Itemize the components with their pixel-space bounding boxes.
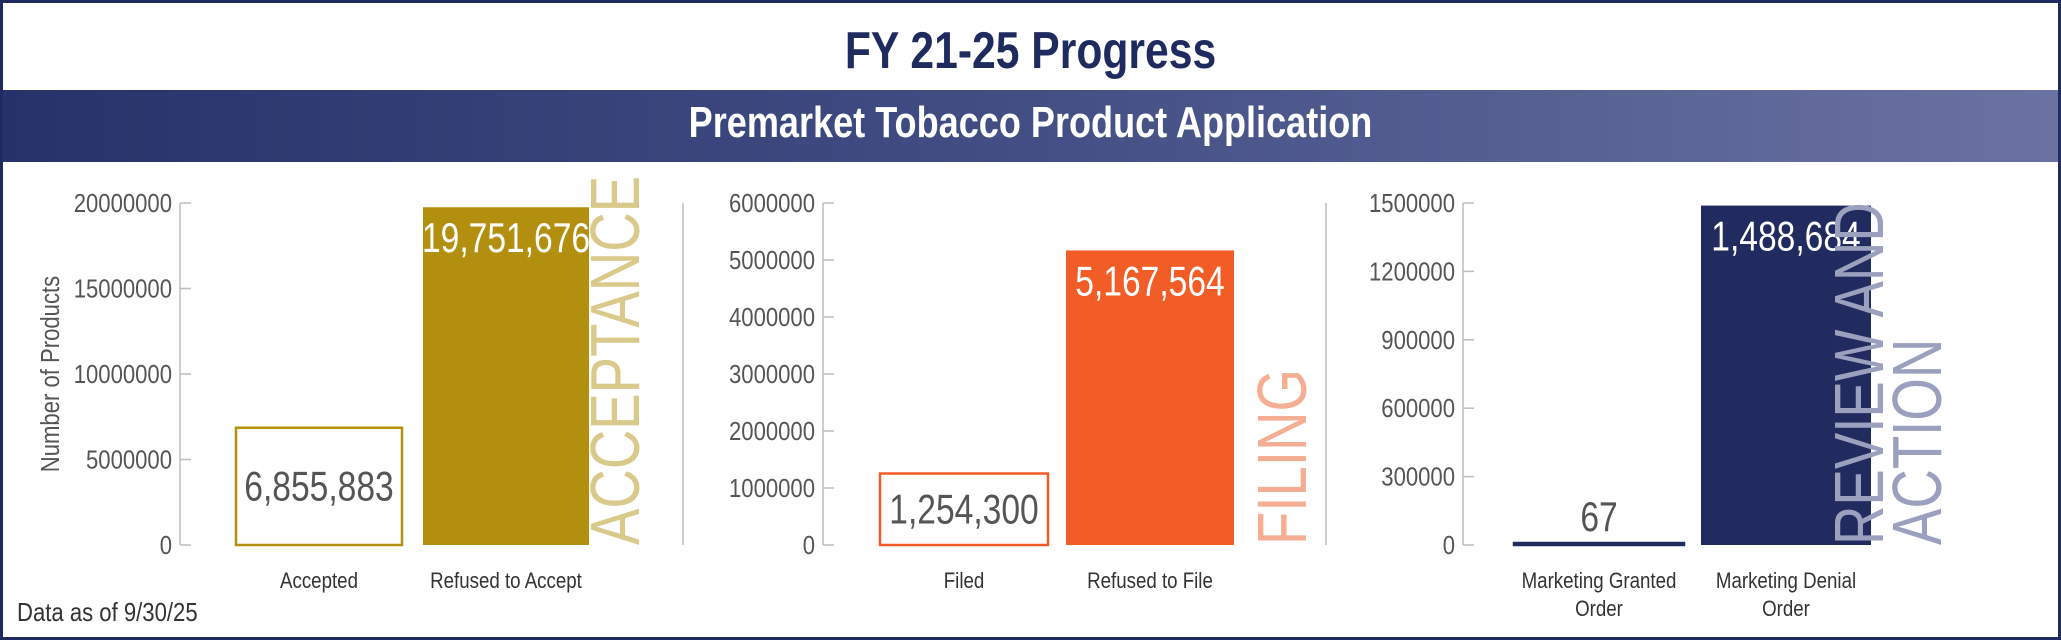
page-subtitle: Premarket Tobacco Product Application bbox=[688, 98, 1373, 147]
bar-filled bbox=[1066, 250, 1234, 545]
y-tick-label: 900000 bbox=[1381, 326, 1455, 355]
y-tick-label: 10000000 bbox=[74, 360, 172, 389]
page-title: FY 21-25 Progress bbox=[844, 22, 1217, 80]
y-tick-label: 6000000 bbox=[729, 189, 815, 218]
bar-filled bbox=[423, 207, 589, 545]
category-label: Filed bbox=[944, 570, 985, 594]
bar-outline bbox=[1512, 541, 1686, 547]
y-axis-title: Number of Products bbox=[36, 276, 65, 472]
y-tick-label: 0 bbox=[803, 531, 815, 560]
bar-outline bbox=[878, 472, 1050, 547]
y-tick-label: 2000000 bbox=[729, 417, 815, 446]
category-label: Order bbox=[1575, 598, 1623, 622]
y-tick-label: 300000 bbox=[1381, 463, 1455, 492]
category-label: Refused to File bbox=[1087, 570, 1213, 594]
category-label: Marketing Denial bbox=[1716, 570, 1856, 594]
data-date-note: Data as of 9/30/25 bbox=[17, 597, 198, 627]
bar-value-label: 1,254,300 bbox=[889, 487, 1038, 533]
bar-value-label: 5,167,564 bbox=[1075, 259, 1224, 305]
y-tick-label: 3000000 bbox=[729, 360, 815, 389]
y-tick-label: 4000000 bbox=[729, 303, 815, 332]
y-tick-label: 15000000 bbox=[74, 275, 172, 304]
bar-filled bbox=[1701, 205, 1871, 545]
category-label: Order bbox=[1762, 598, 1810, 622]
y-tick-label: 1000000 bbox=[729, 474, 815, 503]
y-tick-label: 0 bbox=[1443, 531, 1455, 560]
bar-value-label: 67 bbox=[1580, 495, 1617, 541]
y-tick-label: 5000000 bbox=[729, 246, 815, 275]
y-tick-label: 1200000 bbox=[1369, 258, 1455, 287]
bar-value-label: 19,751,676 bbox=[422, 216, 590, 262]
y-tick-label: 600000 bbox=[1381, 395, 1455, 424]
y-tick-label: 20000000 bbox=[74, 189, 172, 218]
y-tick-label: 0 bbox=[160, 531, 172, 560]
category-label: Accepted bbox=[280, 570, 358, 594]
section-label: FILING bbox=[1244, 369, 1322, 545]
bar-outline bbox=[234, 426, 404, 547]
bar-value-label: 6,855,883 bbox=[244, 464, 393, 510]
section-label: REVIEW AND bbox=[1821, 202, 1899, 545]
section-label: ACCEPTANCE bbox=[577, 176, 655, 545]
category-label: Refused to Accept bbox=[430, 570, 582, 594]
category-label: Marketing Granted bbox=[1522, 570, 1677, 594]
section-label: ACTION bbox=[1879, 339, 1957, 545]
subtitle-band: Premarket Tobacco Product Application bbox=[3, 90, 2058, 162]
bar-value-label: 1,488,684 bbox=[1711, 214, 1860, 260]
y-tick-label: 5000000 bbox=[86, 446, 172, 475]
y-tick-label: 1500000 bbox=[1369, 189, 1455, 218]
